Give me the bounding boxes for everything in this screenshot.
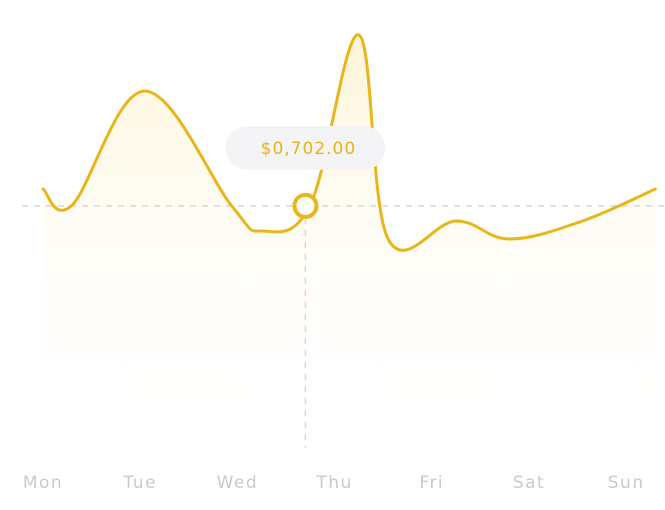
selected-point-marker[interactable] xyxy=(292,192,319,219)
x-axis-labels: Mon Tue Wed Thu Fri Sat Sun xyxy=(23,473,645,493)
x-tick-label-sat: Sat xyxy=(513,473,545,493)
x-tick-label-thu: Thu xyxy=(315,473,352,493)
tooltip-background xyxy=(225,125,386,170)
tooltip-value: $0,702.00 xyxy=(261,139,357,159)
x-tick-label-sun: Sun xyxy=(608,473,645,493)
x-tick-label-mon: Mon xyxy=(23,473,63,493)
x-tick-label-wed: Wed xyxy=(217,473,259,493)
x-tick-label-fri: Fri xyxy=(419,473,444,493)
series-line xyxy=(41,33,657,252)
area-fill xyxy=(43,34,656,440)
value-tooltip: $0,702.00 xyxy=(225,125,386,170)
x-tick-label-tue: Tue xyxy=(122,473,157,493)
